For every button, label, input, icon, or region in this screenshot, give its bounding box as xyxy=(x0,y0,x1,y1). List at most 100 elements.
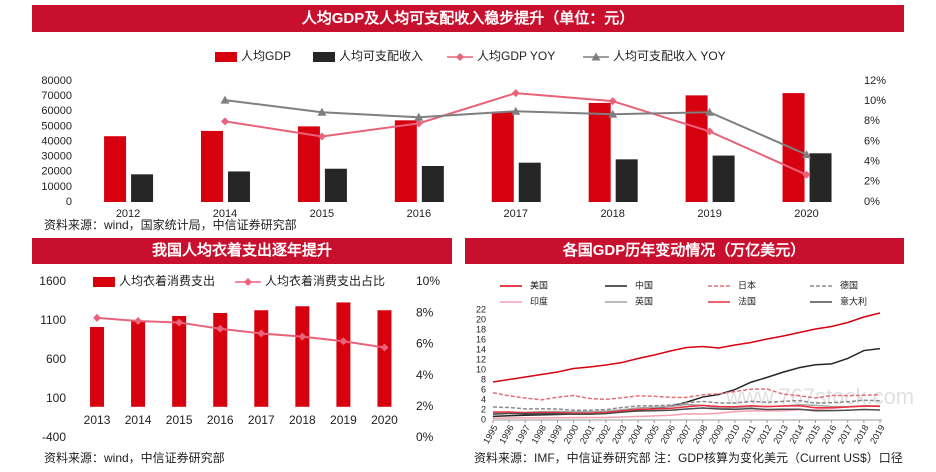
bar xyxy=(172,316,187,407)
source-note: 资料来源：wind，中信证券研究部 xyxy=(44,450,225,465)
y-tick-label: 6 xyxy=(481,384,486,394)
legend-swatch xyxy=(215,52,237,62)
legend-label: 法国 xyxy=(738,295,756,306)
legend-label: 印度 xyxy=(530,295,548,306)
bar xyxy=(131,321,146,407)
x-tick-label: 2010 xyxy=(723,423,742,445)
legend-label: 中国 xyxy=(635,279,653,290)
x-tick-label: 2016 xyxy=(820,423,839,445)
y-tick-label: 20000 xyxy=(41,166,72,178)
point-marker xyxy=(608,109,618,118)
y-tick-label: 8 xyxy=(481,374,486,384)
legend-label: 日本 xyxy=(738,279,756,290)
series-line xyxy=(492,399,881,411)
y-tick-label: 50000 xyxy=(41,120,72,132)
bar xyxy=(588,102,611,202)
banner xyxy=(465,238,904,264)
x-tick-label: 2017 xyxy=(836,423,855,445)
x-tick-label: 2015 xyxy=(310,208,334,220)
bar xyxy=(421,166,444,202)
y2-tick-label: 12% xyxy=(864,75,886,87)
series-line xyxy=(492,404,881,419)
series-line xyxy=(96,316,385,349)
x-tick-label: 2014 xyxy=(787,423,806,445)
y2-tick-label: 2% xyxy=(864,176,880,188)
y2-tick-label: 0% xyxy=(416,430,434,444)
point-marker xyxy=(414,119,423,128)
x-tick-label: 2009 xyxy=(707,423,726,445)
x-tick-label: 2006 xyxy=(658,423,677,445)
watermark: www.767stock.com xyxy=(725,384,914,409)
legend-label: 英国 xyxy=(635,295,653,306)
point-marker xyxy=(705,107,715,116)
chart-title: 我国人均衣着支出逐年提升 xyxy=(152,241,332,259)
y2-tick-label: 0% xyxy=(864,196,880,208)
y-tick-label: 20 xyxy=(476,314,486,324)
y-tick-label: 0 xyxy=(481,414,486,424)
x-tick-label: 2017 xyxy=(504,208,528,220)
legend-label: 美国 xyxy=(530,279,548,290)
legend-label: 人均GDP xyxy=(241,49,291,63)
point-marker xyxy=(339,337,348,346)
y-tick-label: 0 xyxy=(66,196,72,208)
y-tick-label: 2 xyxy=(481,404,486,414)
series-line xyxy=(492,404,881,414)
y-tick-label: 1600 xyxy=(39,274,66,288)
x-tick-label: 2014 xyxy=(213,208,237,220)
y-tick-label: 30000 xyxy=(41,151,72,163)
point-marker xyxy=(511,106,521,115)
legend-label: 人均衣着消费支出 xyxy=(119,273,215,288)
y-tick-label: 600 xyxy=(46,352,66,366)
y2-tick-label: 10% xyxy=(864,95,886,107)
point-marker xyxy=(175,318,184,327)
legend-label: 人均衣着消费支出占比 xyxy=(265,273,385,288)
bar xyxy=(685,95,708,202)
bar xyxy=(104,136,127,202)
legend-label: 德国 xyxy=(840,279,858,290)
y-tick-label: 1100 xyxy=(40,313,66,327)
x-tick-label: 2020 xyxy=(371,413,398,427)
x-tick-label: 2013 xyxy=(84,413,111,427)
point-marker xyxy=(298,332,307,341)
x-tick-label: 2015 xyxy=(804,423,823,445)
y-tick-label: 16 xyxy=(476,334,486,344)
legend-marker xyxy=(456,53,464,61)
legend-label: 人均可支配收入 xyxy=(339,49,423,63)
series-line xyxy=(492,312,881,383)
x-tick-label: 2011 xyxy=(739,423,757,445)
x-tick-label: 2008 xyxy=(691,423,710,445)
point-marker xyxy=(414,112,424,121)
y-tick-label: -400 xyxy=(42,430,66,444)
x-tick-label: 2007 xyxy=(675,423,694,445)
y-tick-label: 22 xyxy=(476,304,486,314)
x-tick-label: 2020 xyxy=(794,208,818,220)
y2-tick-label: 8% xyxy=(416,305,434,319)
point-marker xyxy=(608,97,617,106)
bar xyxy=(782,93,805,202)
x-tick-label: 1995 xyxy=(481,423,500,445)
x-tick-label: 1998 xyxy=(529,423,548,445)
point-marker xyxy=(802,170,811,179)
x-tick-label: 2016 xyxy=(207,413,234,427)
bar xyxy=(297,126,320,202)
x-tick-label: 2004 xyxy=(626,423,645,445)
x-tick-label: 2012 xyxy=(755,423,774,445)
y-tick-label: 70000 xyxy=(41,90,72,102)
legend-marker xyxy=(591,52,601,61)
chart-title: 人均GDP及人均可支配收入稳步提升（单位：元） xyxy=(302,9,635,27)
source-note: 资料来源：wind，国家统计局，中信证券研究部 xyxy=(44,217,297,232)
bar xyxy=(227,171,250,202)
x-tick-label: 2019 xyxy=(330,413,357,427)
point-marker xyxy=(220,117,229,126)
x-tick-label: 2013 xyxy=(771,423,790,445)
bar xyxy=(377,310,392,407)
x-tick-label: 1999 xyxy=(546,423,565,445)
chart-title: 各国GDP历年变动情况（万亿美元） xyxy=(562,241,806,259)
point-marker xyxy=(134,317,143,325)
x-tick-label: 1996 xyxy=(497,423,516,445)
y2-tick-label: 6% xyxy=(416,337,434,351)
x-tick-label: 2018 xyxy=(600,208,624,220)
point-marker xyxy=(705,127,714,136)
legend-marker xyxy=(244,278,252,286)
